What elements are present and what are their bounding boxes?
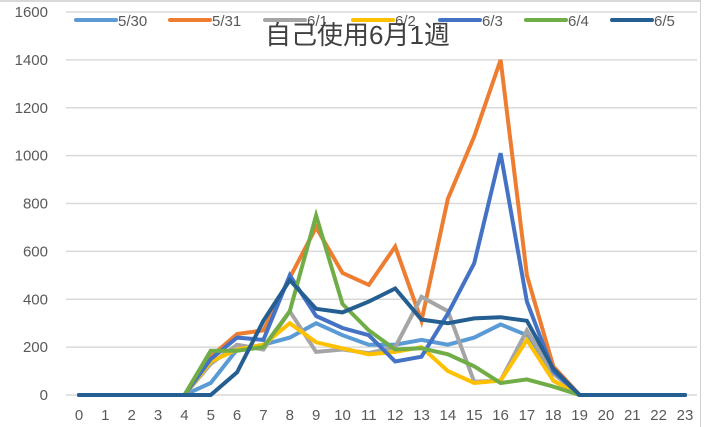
y-tick-label: 1400 (15, 52, 48, 69)
y-tick-label: 1000 (15, 148, 48, 165)
y-tick-label: 1600 (15, 4, 48, 21)
legend-item: 6/5 (610, 13, 675, 30)
series-line-6-3 (77, 152, 687, 397)
x-tick-label: 20 (598, 407, 615, 424)
legend-item: 6/3 (438, 13, 503, 30)
x-tick-label: 3 (154, 407, 162, 424)
legend-item: 6/4 (524, 13, 589, 30)
x-tick-label: 9 (312, 407, 320, 424)
x-tick-label: 10 (334, 407, 351, 424)
series-line-6-4 (77, 208, 687, 397)
legend-label: 6/4 (568, 13, 589, 30)
x-tick-label: 19 (571, 407, 588, 424)
x-tick-label: 18 (545, 407, 562, 424)
x-tick-label: 6 (233, 407, 241, 424)
y-tick-label: 800 (23, 196, 48, 213)
y-tick-label: 1200 (15, 100, 48, 117)
series-line-5-30 (77, 320, 687, 397)
sheet-edge (700, 0, 722, 427)
legend: 5/30 5/31 6/1 6/2 6/3 6/4 6/5 (74, 13, 675, 30)
x-tick-label: 15 (466, 407, 483, 424)
x-tick-label: 2 (128, 407, 136, 424)
x-tick-label: 13 (413, 407, 430, 424)
x-tick-label: 22 (650, 407, 667, 424)
legend-item: 6/1 (263, 13, 328, 30)
x-tick-label: 7 (259, 407, 267, 424)
y-axis: 0 200 400 600 800 1000 1200 1400 1600 (15, 4, 48, 404)
x-tick-label: 16 (492, 407, 509, 424)
x-tick-label: 11 (361, 407, 377, 424)
chart-title: 自己使用6月1週 (265, 20, 450, 50)
legend-label: 6/2 (395, 13, 416, 30)
legend-label: 5/31 (212, 13, 241, 30)
y-tick-label: 0 (40, 387, 48, 404)
x-tick-label: 1 (101, 407, 109, 424)
series-lines (77, 59, 687, 397)
legend-item: 5/31 (168, 13, 241, 30)
x-tick-label: 0 (75, 407, 83, 424)
x-tick-label: 8 (286, 407, 294, 424)
y-tick-label: 600 (23, 243, 48, 260)
x-tick-label: 5 (207, 407, 215, 424)
x-tick-label: 17 (519, 407, 536, 424)
legend-label: 6/5 (654, 13, 675, 30)
y-tick-label: 400 (23, 291, 48, 308)
x-tick-label: 23 (677, 407, 694, 424)
legend-item: 5/30 (74, 13, 147, 30)
x-tick-label: 4 (180, 407, 188, 424)
y-tick-label: 200 (23, 339, 48, 356)
series-line-6-5 (77, 276, 687, 397)
legend-label: 6/3 (482, 13, 503, 30)
series-line-6-2 (77, 320, 687, 397)
x-axis: 0 1 2 3 4 5 6 7 8 9 10 11 12 13 14 15 16 17 18 19 20 21 22 23 (75, 407, 694, 424)
legend-label: 5/30 (118, 13, 147, 30)
legend-item: 6/2 (351, 13, 416, 30)
x-tick-label: 14 (440, 407, 457, 424)
x-tick-label: 12 (387, 407, 404, 424)
x-tick-label: 21 (624, 407, 641, 424)
legend-label: 6/1 (307, 13, 328, 30)
